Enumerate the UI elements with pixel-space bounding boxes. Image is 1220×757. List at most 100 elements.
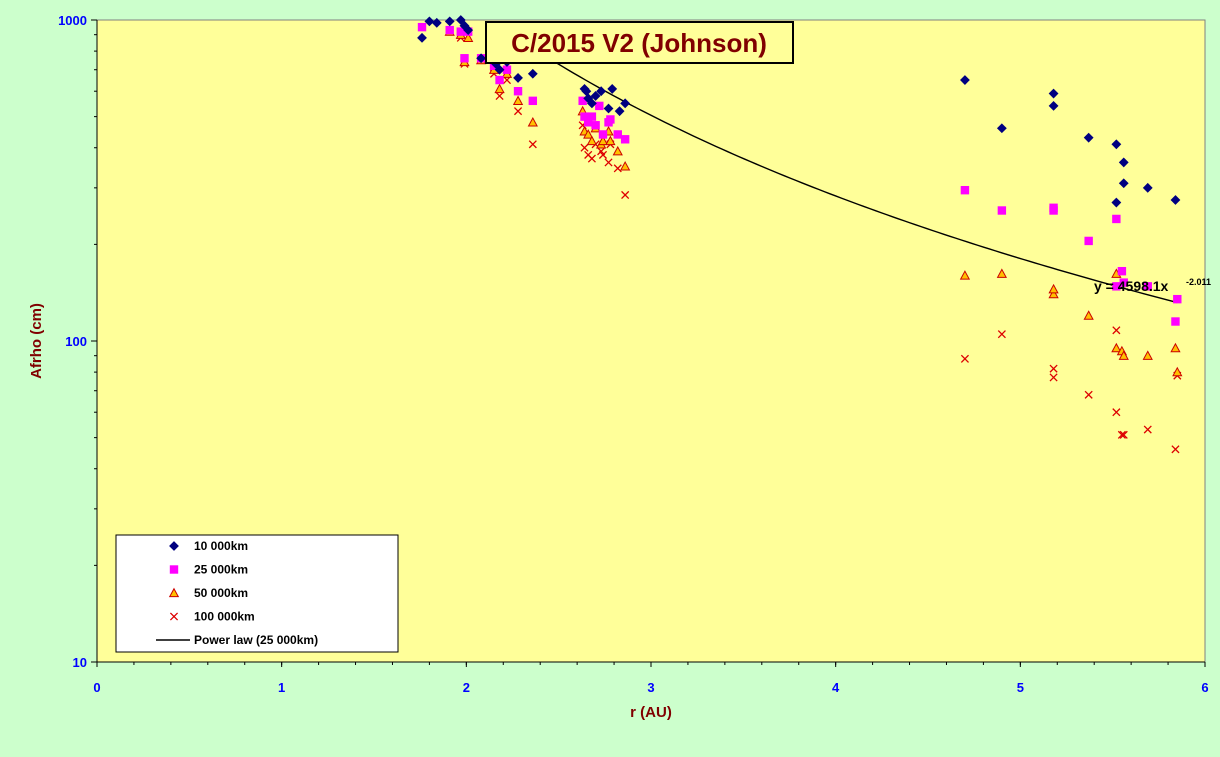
- data-point: [1083, 132, 1094, 143]
- legend-label: 100 000km: [194, 610, 255, 624]
- data-point: [460, 54, 469, 63]
- legend-label: 25 000km: [194, 563, 248, 577]
- fit-line: [493, 21, 1178, 304]
- data-point: [431, 17, 442, 28]
- data-point: [960, 75, 970, 85]
- y-tick-labels: 10 100 1000: [58, 13, 97, 670]
- data-point: [1049, 364, 1058, 373]
- chart-title: C/2015 V2 (Johnson): [511, 28, 767, 58]
- data-point: [1142, 350, 1153, 360]
- data-point: [495, 75, 504, 85]
- data-point: [1083, 310, 1094, 320]
- legend: 10 000km 25 000km 50 000km 100 000km Power l…: [115, 534, 399, 653]
- data-point: [960, 185, 970, 195]
- x-tick-labels: 0 1 2 3 4 5 6: [93, 662, 1209, 695]
- data-point: [620, 98, 631, 109]
- legend-label: 50 000km: [194, 586, 248, 600]
- data-point: [620, 135, 630, 144]
- legend-label: Power law (25 000km): [194, 633, 318, 647]
- data-point: [598, 130, 608, 139]
- x-tick-label: 1: [278, 680, 285, 695]
- data-point: [612, 145, 623, 156]
- data-point: [960, 354, 969, 363]
- y-tick-label: 100: [65, 334, 87, 349]
- data-point: [456, 27, 465, 36]
- data-point: [587, 112, 597, 121]
- y-tick-label: 1000: [58, 13, 87, 28]
- legend-swatch: [169, 565, 179, 574]
- data-point: [528, 140, 537, 149]
- data-point: [584, 118, 593, 127]
- data-point: [1119, 278, 1128, 287]
- data-point: [620, 161, 631, 171]
- data-point: [1112, 214, 1121, 224]
- data-point: [580, 112, 589, 121]
- x-tick-label: 5: [1017, 680, 1024, 695]
- data-point: [1048, 88, 1059, 99]
- title-frame: [485, 21, 794, 64]
- data-point: [1170, 342, 1181, 353]
- data-point: [1119, 430, 1128, 439]
- data-point: [997, 330, 1006, 339]
- data-point: [1111, 197, 1122, 208]
- data-point: [1118, 350, 1129, 360]
- x-axis-title: r (AU): [630, 704, 672, 721]
- data-point: [597, 135, 609, 146]
- data-point: [1112, 326, 1121, 335]
- data-point: [1112, 282, 1121, 291]
- data-point: [959, 270, 971, 280]
- data-point: [513, 73, 523, 83]
- data-point: [997, 206, 1007, 215]
- data-point: [494, 64, 505, 75]
- data-point: [607, 84, 618, 94]
- data-point: [527, 116, 538, 127]
- data-point: [1048, 100, 1059, 111]
- x-tick-label: 2: [463, 680, 470, 695]
- chart-title-box: C/2015 V2 (Johnson): [485, 21, 794, 64]
- y-tick-label: 10: [73, 655, 87, 670]
- data-point: [463, 25, 474, 36]
- data-point: [445, 25, 454, 35]
- data-point: [587, 154, 596, 163]
- data-point: [614, 106, 625, 117]
- data-point: [613, 164, 622, 173]
- data-point: [596, 86, 607, 97]
- data-point: [1171, 445, 1180, 454]
- data-point: [513, 87, 523, 96]
- legend-swatch: [169, 612, 179, 621]
- y-axis-title: Afrho (cm): [28, 303, 45, 379]
- data-point: [494, 83, 505, 94]
- x-tick-label: 0: [93, 680, 100, 695]
- x-tick-label: 3: [647, 680, 654, 695]
- data-point: [1117, 266, 1127, 276]
- data-point: [1048, 288, 1059, 299]
- data-point: [1118, 178, 1129, 189]
- legend-frame: [115, 534, 399, 653]
- data-point: [1111, 342, 1122, 353]
- data-point: [605, 135, 616, 146]
- data-point: [1117, 430, 1126, 439]
- data-point: [598, 150, 608, 159]
- data-point: [586, 98, 597, 109]
- data-point: [1142, 182, 1153, 193]
- data-point: [424, 16, 435, 27]
- data-point: [613, 130, 622, 139]
- data-point: [1111, 139, 1122, 150]
- data-point: [1049, 373, 1058, 382]
- fit-equation-main: y = 4598.1x: [1094, 278, 1169, 294]
- data-point: [996, 268, 1008, 278]
- data-point: [1112, 408, 1121, 417]
- data-point: [1173, 294, 1182, 304]
- data-point: [528, 96, 538, 106]
- data-point: [1143, 425, 1152, 434]
- data-point: [495, 91, 504, 100]
- data-point: [1118, 157, 1129, 168]
- legend-label: 10 000km: [194, 539, 248, 553]
- data-point: [604, 158, 613, 167]
- legend-swatch: [168, 587, 180, 598]
- fit-equation: y = 4598.1x -2.011: [1094, 277, 1211, 294]
- data-point: [476, 53, 487, 64]
- data-point: [455, 15, 466, 25]
- fit-equation-exponent: -2.011: [1186, 277, 1211, 287]
